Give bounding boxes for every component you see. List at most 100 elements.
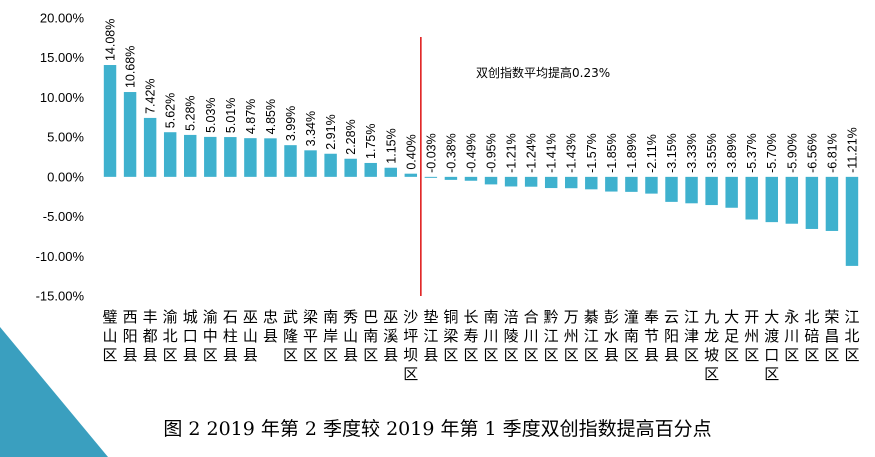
bar-大足区 — [725, 176, 738, 208]
value-label: 4.85% — [264, 99, 278, 134]
value-label: -1.41% — [545, 133, 559, 173]
y-tick-label: 15.00% — [40, 50, 85, 65]
value-label: -3.89% — [725, 133, 739, 173]
category-label: 江津区 — [684, 308, 699, 364]
y-tick-label: 5.00% — [47, 130, 84, 145]
bar-云阳县 — [665, 176, 678, 202]
bar-南岸区 — [324, 153, 337, 177]
value-label: -11.21% — [845, 127, 859, 173]
category-label: 长寿区 — [463, 308, 478, 364]
value-label: 10.68% — [124, 46, 138, 88]
value-labels-layer: 14.08% 10.68% 7.42% 5.62% 5.28% 5.03% 5.01% 4.8… — [104, 19, 860, 173]
category-label: 巴南区 — [363, 308, 378, 364]
category-label: 巫山县 — [243, 308, 258, 364]
value-label: 4.87% — [244, 99, 258, 134]
axis-layer: 20.00% 15.00% 10.00% 5.00% 0.00% -5.00% -10.00… — [36, 11, 85, 304]
category-label: 梁平区 — [303, 308, 318, 364]
value-label: 2.28% — [344, 119, 358, 154]
category-label: 合川区 — [524, 308, 539, 364]
category-label: 万州区 — [564, 308, 579, 364]
average-annotation: 双创指数平均提高0.23% — [476, 65, 610, 80]
category-label: 云阳县 — [664, 308, 679, 364]
category-label: 大渡口区 — [764, 308, 779, 383]
value-label: 14.08% — [104, 19, 118, 61]
category-label: 彭水县 — [604, 308, 619, 364]
bar-北碚区 — [805, 176, 819, 229]
bar-荣昌区 — [825, 176, 839, 231]
value-label: 3.99% — [284, 106, 298, 141]
y-tick-label: -15.00% — [36, 289, 85, 304]
bar-chart: 20.00% 15.00% 10.00% 5.00% 0.00% -5.00% -10.00… — [36, 11, 860, 384]
category-label: 沙坪坝区 — [403, 308, 418, 383]
bar-垫江县 — [424, 176, 438, 178]
bar-丰都县 — [143, 117, 157, 177]
category-label: 渝中区 — [203, 308, 218, 364]
bar-璧山区 — [103, 65, 117, 177]
bar-石柱县 — [224, 137, 237, 177]
category-label: 西阳县 — [123, 308, 138, 364]
value-label: 5.01% — [224, 98, 238, 133]
value-label: -1.85% — [605, 133, 619, 173]
y-tick-label: -5.00% — [43, 209, 85, 224]
value-label: -0.95% — [485, 133, 499, 173]
bar-渝北区 — [163, 132, 177, 177]
bar-江北区 — [845, 176, 859, 266]
bar-巫溪县 — [384, 167, 397, 177]
figure-caption: 图 2 2019 年第 2 季度较 2019 年第 1 季度双创指数提高百分点 — [163, 418, 712, 440]
value-label: -5.37% — [745, 133, 759, 173]
bar-大渡口区 — [765, 176, 778, 223]
category-label: 铜梁区 — [443, 308, 458, 364]
category-label: 涪陵区 — [504, 308, 519, 364]
bar-黔江区 — [544, 176, 558, 189]
y-tick-label: 20.00% — [40, 11, 85, 26]
bar-九龙坡区 — [705, 176, 718, 206]
value-label: -3.33% — [685, 133, 699, 173]
value-label: 1.15% — [384, 128, 398, 163]
value-label: 5.28% — [184, 95, 198, 130]
value-label: -1.43% — [565, 133, 579, 173]
category-label: 奉节县 — [644, 308, 659, 364]
value-label: -1.24% — [525, 133, 539, 173]
bar-彭水县 — [605, 176, 618, 192]
value-label: -0.38% — [444, 133, 458, 173]
value-label: -6.81% — [825, 133, 839, 173]
category-label: 綦江区 — [584, 308, 599, 364]
value-label: 5.62% — [164, 93, 178, 128]
category-label: 大足区 — [724, 308, 739, 364]
value-label: -5.70% — [765, 133, 779, 173]
category-label: 渝北区 — [163, 308, 178, 364]
category-label: 南川区 — [484, 308, 499, 364]
bar-南川区 — [484, 176, 498, 185]
value-label: -6.56% — [805, 133, 819, 173]
value-label: 7.42% — [144, 78, 158, 113]
bar-长寿区 — [464, 176, 478, 181]
bars-layer — [103, 65, 859, 266]
category-label: 南岸区 — [323, 308, 338, 364]
category-label: 巫溪县 — [383, 308, 398, 364]
bar-渝中区 — [204, 136, 217, 177]
bar-合川区 — [524, 176, 538, 187]
bar-綦江区 — [585, 176, 598, 190]
category-label: 城口县 — [183, 308, 198, 364]
value-label: -0.49% — [464, 133, 478, 173]
bar-铜梁区 — [444, 176, 458, 180]
category-label: 潼南区 — [624, 308, 639, 364]
corner-triangle-shape — [0, 327, 108, 457]
bar-奉节县 — [645, 176, 658, 194]
y-tick-label: 0.00% — [47, 169, 84, 184]
value-label: 2.91% — [324, 114, 338, 149]
bar-秀山县 — [344, 158, 357, 177]
bar-江津区 — [685, 176, 698, 204]
bar-西阳县 — [123, 92, 137, 177]
bar-巫山县 — [244, 138, 257, 177]
bar-巴南区 — [364, 162, 377, 177]
category-label: 武隆区 — [283, 308, 298, 364]
y-tick-label: 10.00% — [40, 90, 85, 105]
category-label: 石柱县 — [223, 308, 238, 364]
bar-梁平区 — [304, 150, 317, 177]
value-label: -3.55% — [705, 133, 719, 173]
category-label: 秀山县 — [343, 308, 358, 364]
category-label: 丰都县 — [143, 308, 158, 364]
value-label: -1.57% — [585, 133, 599, 173]
category-label: 九龙坡区 — [704, 308, 719, 383]
